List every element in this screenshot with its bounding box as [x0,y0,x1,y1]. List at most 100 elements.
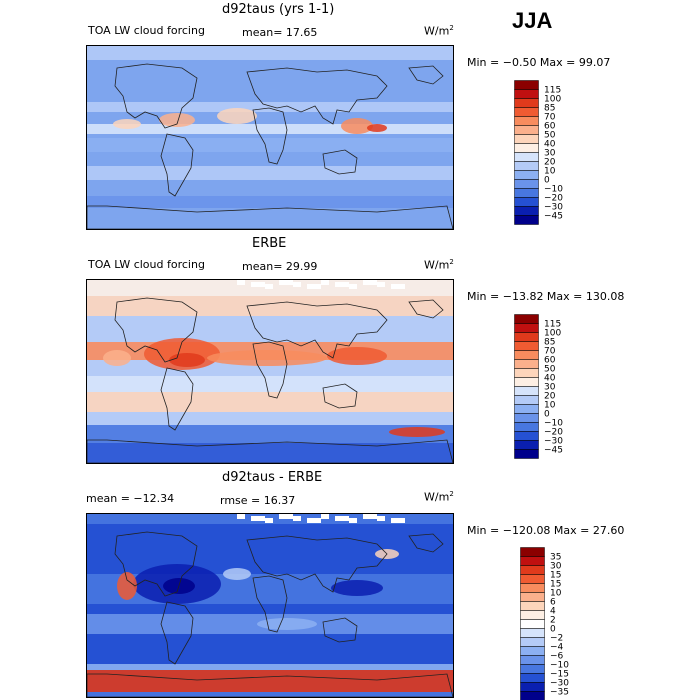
panel-3-colorbar: 35 30 15 15 10 6 4 2 0 −2 −4 −6 −10 −15 −30 −35 [520,547,580,700]
colorbar-tick-label: 115 [544,86,561,96]
colorbar-tick-label: −20 [544,194,563,204]
colorbar-swatch [514,341,539,351]
colorbar-tick-label: −30 [550,679,569,689]
colorbar-tick-label: 2 [550,616,556,626]
colorbar-swatch [520,664,545,674]
colorbar-swatch [520,565,545,575]
colorbar-tick-label: 70 [544,113,556,123]
panel-2-colorbar: 115 100 85 70 60 50 40 30 20 10 0 −10 −20 −30 −45 [514,314,574,460]
colorbar-swatch [514,422,539,432]
colorbar-swatch [514,98,539,108]
colorbar-swatch [514,413,539,423]
colorbar-swatch [520,574,545,584]
colorbar-tick-label: 30 [544,149,556,159]
panel-3-units: W/m2 [424,490,454,504]
colorbar-swatch [514,143,539,153]
colorbar-swatch [514,332,539,342]
panel-3-title: d92taus - ERBE [222,470,323,485]
colorbar-tick-label: 0 [544,410,550,420]
colorbar-swatch [520,601,545,611]
coastlines [87,297,453,463]
colorbar-swatch [514,314,539,324]
colorbar-swatch [520,673,545,683]
colorbar-swatch [520,610,545,620]
colorbar-swatch [514,161,539,171]
colorbar-swatch [514,125,539,135]
colorbar-tick-label: 15 [550,571,561,581]
colorbar-tick-label: 70 [544,347,556,357]
colorbar-tick-label: 40 [544,140,556,150]
colorbar-tick-label: 30 [544,383,556,393]
colorbar-swatch [514,395,539,405]
colorbar-tick-label: 20 [544,392,556,402]
colorbar-swatch [520,592,545,602]
map-svg [87,46,453,229]
colorbar-swatch [514,431,539,441]
panel-2-variable-label: TOA LW cloud forcing [88,258,205,271]
panel-2-units: W/m2 [424,258,454,272]
colorbar-tick-label: 35 [550,553,561,563]
colorbar-swatch [520,646,545,656]
panel-1-title: d92taus (yrs 1-1) [222,2,335,17]
panel-3-rmse: rmse = 16.37 [220,494,296,507]
field-shading [87,46,453,229]
colorbar-swatch [520,691,545,700]
colorbar-swatch [514,134,539,144]
colorbar-swatch [520,655,545,665]
panel-1-mean: mean= 17.65 [242,26,318,39]
panel-3-mean: mean = −12.34 [86,492,175,505]
field-shading [87,514,453,697]
colorbar-swatch [514,323,539,333]
colorbar-swatch [514,368,539,378]
colorbar-swatch [514,206,539,216]
colorbar-tick-label: 40 [544,374,556,384]
colorbar-swatch [514,440,539,450]
season-label: JJA [512,8,553,33]
colorbar-swatch [514,116,539,126]
colorbar-tick-label: 100 [544,95,561,105]
colorbar-swatch [520,628,545,638]
colorbar-tick-label: −15 [550,670,569,680]
coastlines [87,63,453,229]
colorbar-swatch [514,350,539,360]
colorbar-tick-label: 50 [544,365,556,375]
map-svg [87,514,453,697]
colorbar-swatch [514,359,539,369]
colorbar-tick-label: 85 [544,104,555,114]
panel-3-map [86,513,454,698]
colorbar-tick-label: 20 [544,158,556,168]
colorbar-swatch [514,89,539,99]
panel-1-variable-label: TOA LW cloud forcing [88,24,205,37]
colorbar-tick-label: −2 [550,634,563,644]
colorbar-tick-label: 85 [544,338,555,348]
colorbar-swatch [514,80,539,90]
colorbar-tick-label: 6 [550,598,556,608]
colorbar-swatch [514,449,539,459]
panel-2-minmax: Min = −13.82 Max = 130.08 [467,290,625,303]
panel-1-units: W/m2 [424,24,454,38]
colorbar-tick-label: 0 [550,625,556,635]
colorbar-swatch [514,188,539,198]
panel-1-minmax: Min = −0.50 Max = 99.07 [467,56,611,69]
colorbar-tick-label: 15 [550,580,561,590]
colorbar-swatch [514,170,539,180]
colorbar-tick-label: 50 [544,131,556,141]
colorbar-swatch [520,637,545,647]
colorbar-tick-label: 100 [544,329,561,339]
panel-3-minmax: Min = −120.08 Max = 27.60 [467,524,625,537]
colorbar-tick-label: 30 [550,562,562,572]
colorbar-tick-label: −10 [544,419,563,429]
colorbar-tick-label: −45 [544,446,563,456]
panel-2-map [86,279,454,464]
colorbar-swatch [520,619,545,629]
colorbar-swatch [514,197,539,207]
colorbar-tick-label: −10 [544,185,563,195]
panel-1-map [86,45,454,230]
colorbar-tick-label: −20 [544,428,563,438]
colorbar-tick-label: −35 [550,688,569,698]
coastlines [87,531,453,697]
colorbar-tick-label: 60 [544,356,556,366]
